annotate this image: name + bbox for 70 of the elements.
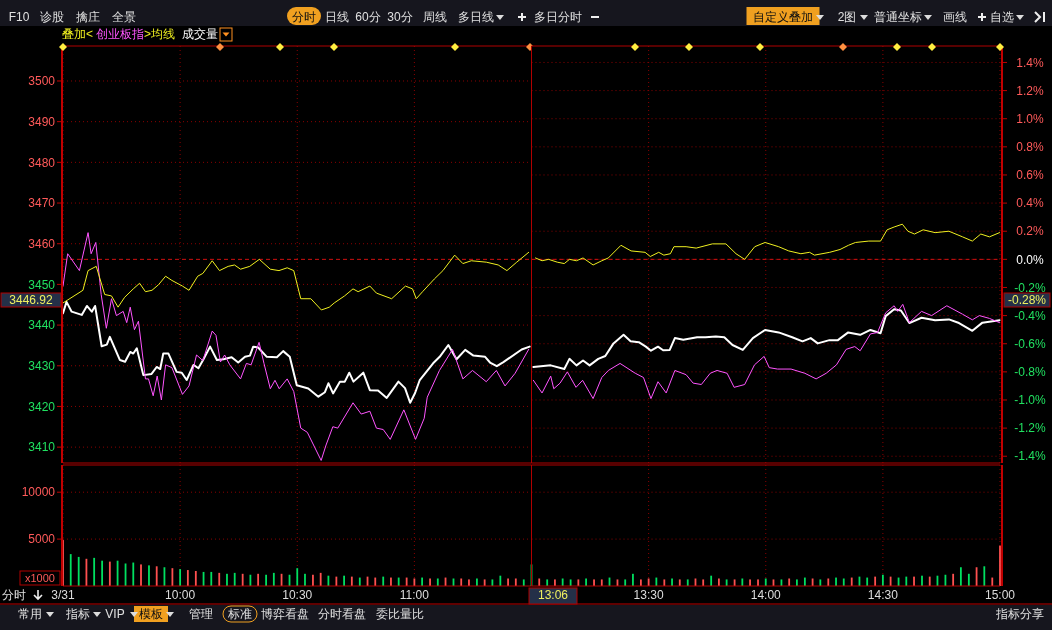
- text: 管理: [189, 607, 213, 622]
- y2-tick-label: 0.8%: [1016, 140, 1044, 155]
- y-tick-label: 3410: [28, 440, 56, 455]
- text: -0.28%: [1007, 293, 1047, 308]
- text: 创业板指: [96, 27, 145, 41]
- y-tick-label: 3450: [28, 277, 56, 292]
- x-tick-label: 13:30: [633, 588, 664, 602]
- text: 3446.92: [9, 293, 54, 308]
- y2-tick-label: 0.2%: [1016, 224, 1044, 239]
- x-tick-label: 10:30: [282, 588, 313, 602]
- text: 擒庄: [76, 10, 100, 25]
- y2-tick-label: -0.6%: [1014, 336, 1046, 351]
- text: 标准: [227, 607, 252, 622]
- text: 全景: [112, 10, 136, 25]
- x-tick-label: 10:00: [165, 588, 196, 602]
- text: 2图: [837, 10, 857, 25]
- x-tick-label: 14:30: [867, 588, 899, 602]
- legend-title: 叠加<: [62, 27, 94, 41]
- y2-tick-label: -0.2%: [1014, 280, 1046, 295]
- text: >均线: [144, 27, 176, 41]
- y2-tick-label: 1.4%: [1016, 55, 1044, 70]
- y-tick-label: 3430: [28, 358, 56, 373]
- text: 多日线: [458, 10, 494, 25]
- y2-tick-label: -1.0%: [1014, 393, 1046, 408]
- text: 成交量: [182, 27, 218, 41]
- text: 多日分时: [534, 10, 582, 25]
- x-tick-label: 14:00: [750, 588, 782, 602]
- text: 指标分享: [995, 607, 1044, 622]
- text: 周线: [423, 10, 447, 25]
- text: 自定义叠加: [753, 10, 813, 25]
- text: F10: [8, 10, 30, 25]
- y2-tick-label: 0.6%: [1016, 168, 1044, 183]
- y-tick-label: 3460: [28, 236, 56, 251]
- text: 画线: [943, 10, 967, 25]
- text: 常用: [18, 607, 42, 622]
- x-tick-label: 3/31: [51, 588, 75, 602]
- text: 博弈看盘: [261, 607, 309, 622]
- y-tick-label: 5000: [28, 532, 56, 547]
- text: 指标: [65, 607, 90, 622]
- text: 委比量比: [376, 607, 424, 622]
- text: 普通坐标: [874, 10, 922, 25]
- text: 分时看盘: [318, 607, 366, 622]
- y-tick-label: 3440: [28, 318, 56, 333]
- y2-tick-label: -0.8%: [1014, 365, 1046, 380]
- text: 13:06: [537, 588, 569, 602]
- y-tick-label: 3490: [28, 114, 56, 129]
- y-axis-title: x1000: [25, 571, 55, 584]
- y2-tick-label: -1.4%: [1014, 449, 1046, 464]
- text: 分时: [292, 10, 316, 25]
- text: 自选: [990, 10, 1014, 25]
- y2-tick-label: 0.4%: [1016, 196, 1044, 211]
- y2-tick-label: 0.0%: [1016, 252, 1044, 267]
- y2-tick-label: 1.0%: [1016, 111, 1044, 126]
- y2-tick-label: -1.2%: [1014, 421, 1046, 436]
- text: VIP: [105, 607, 125, 622]
- text: 模板: [139, 607, 163, 622]
- text: 30分: [387, 10, 413, 25]
- text: 日线: [325, 10, 349, 25]
- text: 诊股: [40, 10, 64, 25]
- y-tick-label: 3470: [28, 196, 56, 211]
- text: 分时: [2, 588, 26, 603]
- y2-tick-label: 1.2%: [1016, 83, 1044, 98]
- x-tick-label: 15:00: [984, 588, 1016, 602]
- y2-tick-label: -0.4%: [1014, 308, 1046, 323]
- y-tick-label: 3500: [28, 74, 56, 89]
- y-tick-label: 10000: [21, 485, 56, 500]
- text: 60分: [355, 10, 381, 25]
- y-tick-label: 3480: [28, 155, 56, 170]
- y-tick-label: 3420: [28, 399, 56, 414]
- x-tick-label: 11:00: [399, 588, 430, 602]
